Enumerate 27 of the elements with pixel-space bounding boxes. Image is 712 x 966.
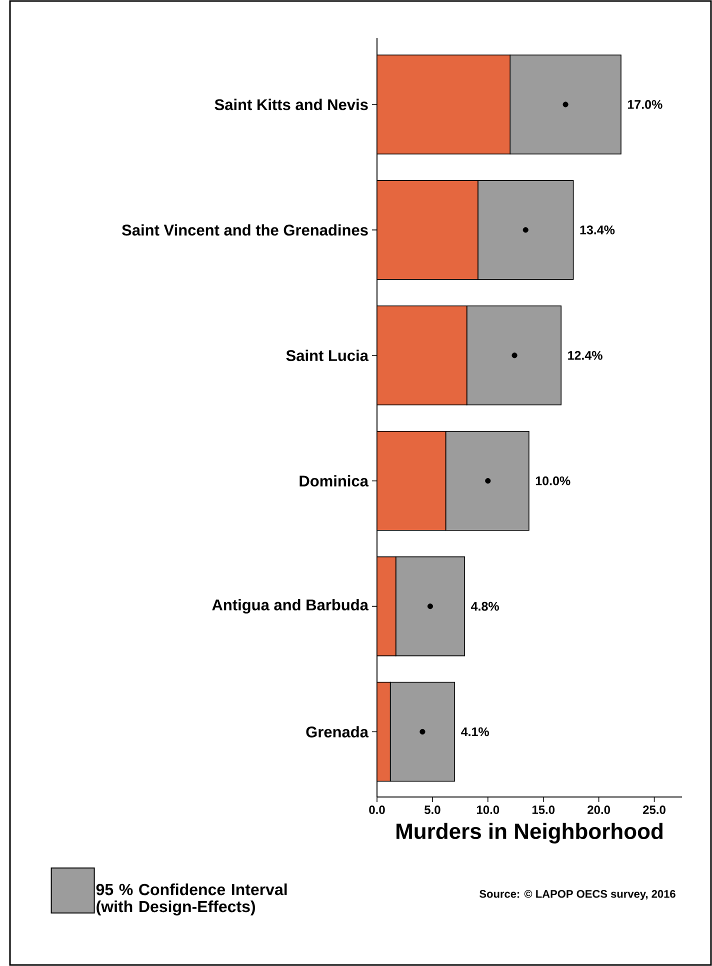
y-tick-label: Saint Kitts and Nevis <box>214 98 368 110</box>
y-tick-label: Saint Vincent and the Grenadines <box>122 224 368 236</box>
text: 95 % Confidence Interval (with Design-Effects) <box>96 883 287 916</box>
x-axis-title: Murders in Neighborhood <box>396 822 662 844</box>
annotation: 13.4% <box>580 226 615 234</box>
annotation: 12.4% <box>568 350 602 360</box>
point <box>512 352 518 358</box>
point <box>485 478 491 484</box>
y-tick-label: Dominica <box>300 475 369 487</box>
x-tick-label: 0.0 <box>369 806 385 814</box>
x-tick-label: 5.0 <box>424 806 440 814</box>
annotation: 10.0% <box>536 476 570 486</box>
point <box>420 728 426 735</box>
annotation: 4.8% <box>471 602 499 611</box>
y-tick-label: Grenada <box>306 726 369 738</box>
point <box>427 604 434 610</box>
x-tick-label: 20.0 <box>588 806 610 814</box>
annotation: 17.0% <box>628 100 662 109</box>
source-note: Source: © LAPOP OECS survey, 2016 <box>480 890 676 900</box>
x-tick-label: 25.0 <box>643 806 666 814</box>
x-tick-label: 10.0 <box>476 806 500 814</box>
point <box>522 227 528 233</box>
y-tick-label: Antigua and Barbuda <box>212 599 369 614</box>
x-tick-label: 15.0 <box>532 806 555 814</box>
annotation: 4.1% <box>461 727 490 736</box>
y-tick-label: Saint Lucia <box>286 350 369 362</box>
point <box>562 102 568 108</box>
